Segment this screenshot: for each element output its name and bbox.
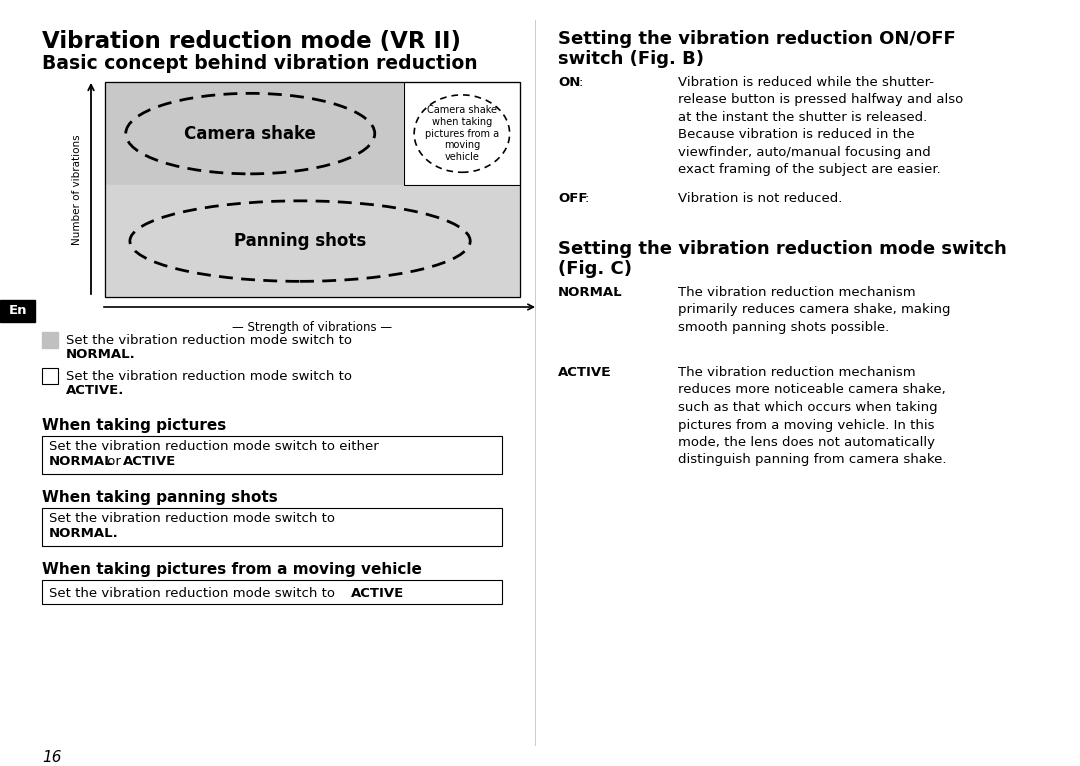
Text: The vibration reduction mechanism
reduces more noticeable camera shake,
such as : The vibration reduction mechanism reduce… [678, 366, 946, 466]
Text: :: : [584, 192, 589, 205]
Text: .: . [399, 587, 402, 600]
Bar [105, 82, 404, 185]
Bar [42, 508, 502, 546]
Text: When taking pictures: When taking pictures [42, 418, 226, 433]
Bar [42, 332, 58, 348]
Text: .: . [168, 455, 173, 468]
Text: Vibration is reduced while the shutter-
release button is pressed halfway and al: Vibration is reduced while the shutter- … [678, 76, 963, 176]
Bar [0, 300, 35, 322]
Text: Set the vibration reduction mode switch to: Set the vibration reduction mode switch … [49, 512, 335, 525]
Text: :: : [578, 76, 582, 89]
Bar [105, 82, 519, 297]
Text: The vibration reduction mechanism
primarily reduces camera shake, making
smooth : The vibration reduction mechanism primar… [678, 286, 950, 334]
Bar [42, 368, 58, 384]
Text: Basic concept behind vibration reduction: Basic concept behind vibration reduction [42, 54, 477, 73]
Bar [404, 82, 519, 185]
Bar [105, 185, 519, 297]
Text: ON: ON [558, 76, 580, 89]
Text: En: En [9, 305, 27, 317]
Text: :: : [615, 286, 619, 299]
Text: Set the vibration reduction mode switch to: Set the vibration reduction mode switch … [66, 370, 352, 383]
Bar [404, 82, 519, 185]
Text: ACTIVE: ACTIVE [351, 587, 404, 600]
Text: Set the vibration reduction mode switch to: Set the vibration reduction mode switch … [49, 587, 339, 600]
Text: Setting the vibration reduction ON/OFF: Setting the vibration reduction ON/OFF [558, 30, 956, 48]
Text: — Strength of vibrations —: — Strength of vibrations — [232, 321, 392, 334]
Bar [42, 368, 58, 384]
Text: Camera shake: Camera shake [185, 125, 316, 142]
Text: ACTIVE.: ACTIVE. [66, 384, 124, 397]
Text: NORMAL: NORMAL [558, 286, 623, 299]
Text: NORMAL: NORMAL [49, 455, 113, 468]
Text: NORMAL.: NORMAL. [49, 527, 119, 540]
Text: Set the vibration reduction mode switch to either: Set the vibration reduction mode switch … [49, 440, 379, 453]
Bar [42, 580, 502, 604]
Text: ACTIVE: ACTIVE [558, 366, 611, 379]
Text: Number of vibrations: Number of vibrations [72, 134, 82, 245]
Bar [42, 436, 502, 474]
Text: When taking pictures from a moving vehicle: When taking pictures from a moving vehic… [42, 562, 422, 577]
Text: Vibration is not reduced.: Vibration is not reduced. [678, 192, 842, 205]
Text: :: : [606, 366, 610, 379]
Text: Set the vibration reduction mode switch to: Set the vibration reduction mode switch … [66, 334, 352, 347]
Text: switch (Fig. B): switch (Fig. B) [558, 50, 704, 68]
Text: ACTIVE: ACTIVE [123, 455, 176, 468]
Text: Vibration reduction mode (VR II): Vibration reduction mode (VR II) [42, 30, 461, 53]
Text: (Fig. C): (Fig. C) [558, 260, 632, 278]
Text: Camera shake
when taking
pictures from a
moving
vehicle: Camera shake when taking pictures from a… [424, 106, 499, 162]
Text: 16: 16 [42, 750, 62, 765]
Text: Setting the vibration reduction mode switch: Setting the vibration reduction mode swi… [558, 240, 1007, 258]
Text: Panning shots: Panning shots [234, 232, 366, 250]
Text: NORMAL.: NORMAL. [66, 348, 136, 361]
Text: OFF: OFF [558, 192, 588, 205]
Text: When taking panning shots: When taking panning shots [42, 490, 278, 505]
Text: or: or [103, 455, 125, 468]
